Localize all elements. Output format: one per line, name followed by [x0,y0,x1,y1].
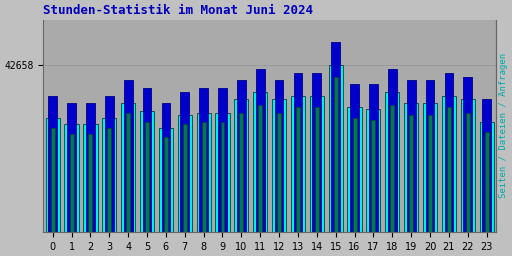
Bar [331,42,340,232]
Bar [159,128,173,232]
Bar [221,122,224,232]
Bar [46,118,60,232]
Bar [65,124,79,232]
Bar [461,99,475,232]
Bar [143,88,152,232]
Bar [51,128,55,232]
Bar [425,80,434,232]
Bar [463,77,472,232]
Text: Stunden-Statistik im Monat Juni 2024: Stunden-Statistik im Monat Juni 2024 [43,4,313,17]
Bar [216,113,229,232]
Bar [237,80,246,232]
Bar [83,124,97,232]
Bar [404,103,418,232]
Bar [353,118,356,232]
Bar [202,122,206,232]
Bar [480,122,494,232]
Bar [296,107,300,232]
Bar [161,103,170,232]
Bar [371,120,375,232]
Bar [102,118,116,232]
Bar [70,133,74,232]
Y-axis label: Seiten / Dateien / Anfragen: Seiten / Dateien / Anfragen [499,53,508,198]
Bar [390,105,394,232]
Bar [124,80,133,232]
Bar [369,84,378,232]
Bar [197,113,211,232]
Bar [121,103,135,232]
Bar [409,114,413,232]
Bar [350,84,359,232]
Bar [256,69,265,232]
Bar [444,73,453,232]
Bar [253,92,267,232]
Bar [89,133,92,232]
Bar [140,111,154,232]
Bar [485,132,488,232]
Bar [334,77,338,232]
Bar [48,95,57,232]
Bar [442,95,456,232]
Bar [183,124,187,232]
Bar [348,107,361,232]
Bar [105,95,114,232]
Bar [277,113,281,232]
Bar [447,107,451,232]
Bar [466,113,470,232]
Bar [234,99,248,232]
Bar [108,128,111,232]
Bar [272,99,286,232]
Bar [164,137,168,232]
Bar [428,114,432,232]
Bar [310,95,324,232]
Bar [240,113,243,232]
Bar [126,113,130,232]
Bar [291,95,305,232]
Bar [145,122,149,232]
Bar [315,107,319,232]
Bar [199,88,208,232]
Bar [407,80,416,232]
Bar [312,73,321,232]
Bar [385,92,399,232]
Bar [218,88,227,232]
Bar [67,103,76,232]
Bar [180,92,189,232]
Bar [423,103,437,232]
Bar [293,73,303,232]
Bar [178,114,192,232]
Bar [258,105,262,232]
Bar [329,65,343,232]
Bar [275,80,284,232]
Bar [367,109,380,232]
Bar [482,99,491,232]
Bar [86,103,95,232]
Bar [388,69,397,232]
